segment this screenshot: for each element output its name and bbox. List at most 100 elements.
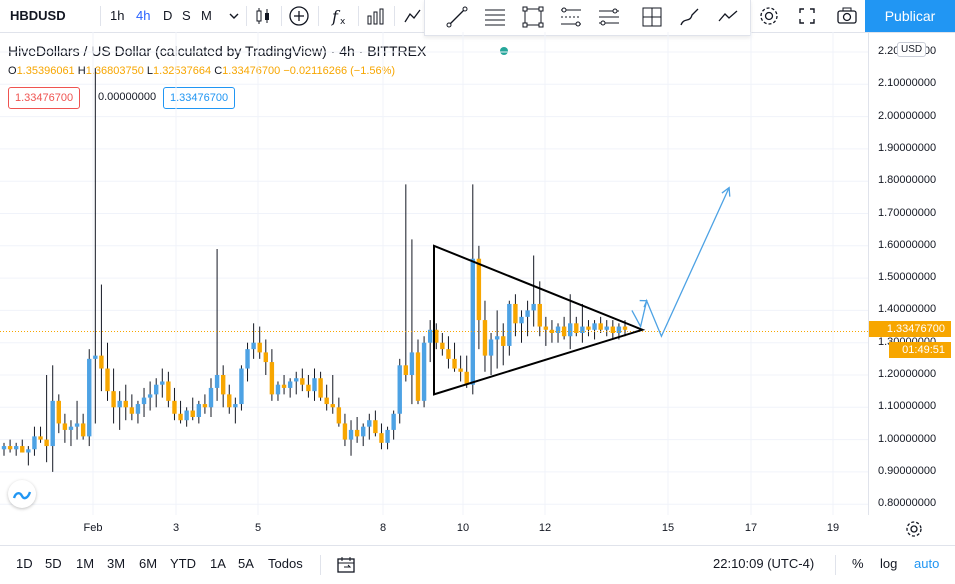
trendline-icon[interactable]	[445, 5, 469, 29]
range-ytd[interactable]: YTD	[170, 556, 196, 571]
horizontal-lines-icon[interactable]	[483, 5, 507, 29]
crosshair-measure-icon[interactable]	[640, 5, 664, 29]
camera-icon[interactable]	[835, 4, 859, 28]
candle-body	[348, 429, 354, 440]
clock-timezone[interactable]: 22:10:09 (UTC-4)	[713, 556, 815, 571]
range-1a[interactable]: 1A	[210, 556, 226, 571]
price-tick-label: 1.60000000	[878, 238, 937, 251]
candle-body	[440, 342, 445, 350]
range-3m[interactable]: 3M	[107, 556, 126, 571]
divider	[100, 6, 101, 26]
buy-price-box[interactable]: 1.33476700	[163, 87, 236, 109]
candle-body	[458, 368, 463, 372]
candle-body	[476, 258, 482, 321]
candle-body	[391, 413, 396, 430]
sell-price-box[interactable]: 1.33476700	[8, 87, 81, 109]
candle-body	[604, 326, 609, 330]
candle-body	[154, 384, 159, 395]
time-tick-label: 17	[744, 522, 758, 534]
price-tick-label: 1.70000000	[878, 206, 937, 219]
candle-body	[87, 358, 92, 437]
timeframe-m[interactable]: M	[201, 8, 212, 23]
candles-icon[interactable]	[251, 4, 275, 28]
symbol-search[interactable]: HBDUSD	[10, 8, 66, 23]
brush-icon[interactable]	[678, 5, 702, 29]
time-tick-label: 12	[538, 522, 552, 534]
percent-scale-toggle[interactable]: %	[852, 556, 864, 571]
price-range-icon[interactable]	[597, 5, 621, 29]
candle-body	[239, 368, 244, 405]
compare-add-icon[interactable]	[287, 4, 311, 28]
candle-body	[568, 323, 573, 337]
price-axis[interactable]	[868, 32, 955, 515]
divider	[835, 555, 836, 575]
tradingview-logo[interactable]	[8, 480, 36, 508]
candle-body	[306, 384, 311, 392]
price-tick-label: 1.40000000	[878, 303, 937, 316]
price-tick-label: 2.10000000	[878, 77, 937, 90]
divider	[320, 555, 321, 575]
range-all[interactable]: Todos	[268, 556, 303, 571]
candle-body	[74, 423, 80, 427]
svg-text:x: x	[340, 17, 346, 27]
publish-button[interactable]: Publicar	[865, 0, 955, 32]
time-tick-label: 10	[456, 522, 470, 534]
candle-body	[336, 407, 342, 424]
candle-body	[598, 323, 603, 330]
ohlc-values: O1.35396061 H1.36803750 L1.32537664 C1.3…	[8, 65, 395, 77]
candle-body	[263, 352, 268, 363]
price-tick-label: 1.00000000	[878, 432, 937, 445]
candle-body	[488, 339, 494, 356]
candle-body	[281, 384, 287, 388]
axis-settings-gear-icon[interactable]	[902, 517, 926, 541]
fib-retracement-icon[interactable]	[559, 5, 583, 29]
range-5a[interactable]: 5A	[238, 556, 254, 571]
range-1d[interactable]: 1D	[16, 556, 33, 571]
range-6m[interactable]: 6M	[139, 556, 158, 571]
candle-body	[494, 336, 500, 340]
candle-body	[367, 420, 372, 427]
candle-body	[470, 258, 475, 385]
bar-countdown: 01:49:51	[889, 342, 951, 358]
rectangle-icon[interactable]	[521, 5, 545, 29]
timeframe-1h[interactable]: 1h	[110, 8, 125, 23]
date-range-icon[interactable]	[334, 553, 358, 577]
candle-body	[318, 378, 323, 398]
candle-body	[202, 404, 208, 408]
timeframe-4h[interactable]: 4h	[136, 8, 151, 23]
candle-body	[214, 375, 220, 388]
timeframe-s[interactable]: S	[182, 8, 191, 23]
range-5d[interactable]: 5D	[45, 556, 62, 571]
candle-body	[93, 355, 98, 359]
candle-body	[184, 410, 189, 421]
candle-body	[251, 342, 256, 350]
open-label: O	[8, 65, 17, 77]
candle-body	[482, 320, 488, 356]
candle-body	[26, 449, 31, 453]
candle-body	[287, 381, 293, 388]
templates-icon[interactable]	[364, 4, 388, 28]
candle-body	[68, 426, 74, 430]
candle-body	[111, 391, 116, 408]
settings-gear-icon[interactable]	[757, 4, 781, 28]
price-chart[interactable]	[0, 32, 868, 515]
path-arrow-icon[interactable]	[716, 5, 740, 29]
candle-body	[574, 323, 579, 334]
timeframe-d[interactable]: D	[163, 8, 173, 23]
chevron-down-icon[interactable]	[222, 4, 246, 28]
candle-body	[147, 394, 153, 398]
log-scale-toggle[interactable]: log	[880, 556, 898, 571]
candle-body	[531, 303, 536, 311]
alert-icon[interactable]	[401, 4, 425, 28]
arrowhead	[721, 186, 731, 197]
candle-body	[342, 423, 348, 440]
range-1m[interactable]: 1M	[76, 556, 95, 571]
time-tick-label: 15	[661, 522, 675, 534]
candle-body	[519, 316, 524, 324]
auto-scale-toggle[interactable]: auto	[914, 556, 940, 571]
currency-selector[interactable]: USD	[897, 42, 927, 57]
fullscreen-icon[interactable]	[795, 4, 819, 28]
candle-body	[7, 446, 13, 450]
candle-body	[62, 423, 68, 430]
